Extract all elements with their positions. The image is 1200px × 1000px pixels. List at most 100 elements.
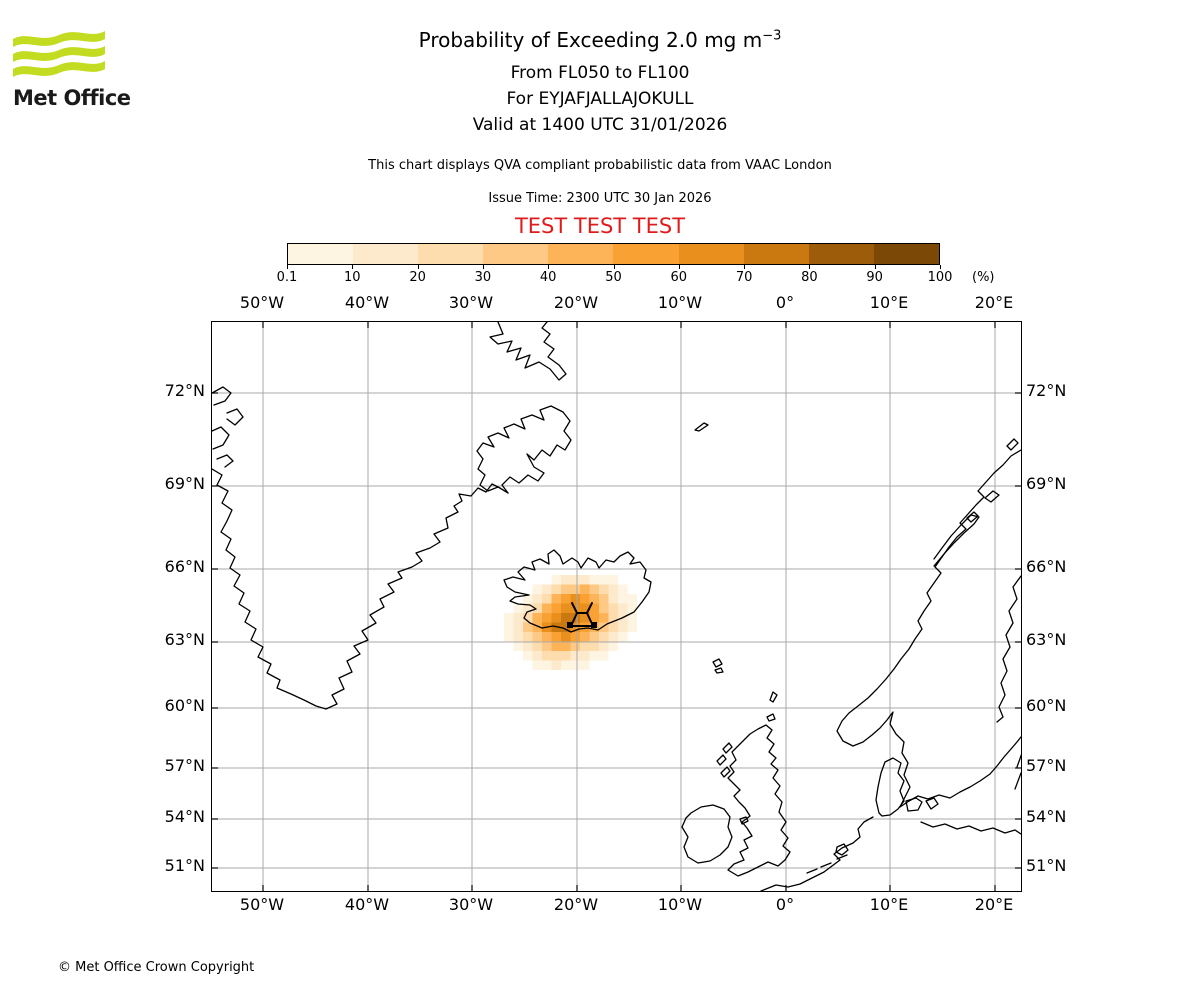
ash-probability-cell (627, 622, 637, 632)
ash-probability-cell (599, 603, 609, 613)
ash-probability-cell (608, 584, 618, 594)
lat-label-left: 60°N (164, 696, 205, 715)
ash-probability-cell (570, 632, 580, 642)
ash-probability-cell (551, 660, 561, 670)
colorbar-tick-label: 40 (539, 270, 557, 285)
ash-probability-cell (513, 613, 523, 623)
coast-jan-mayen (694, 422, 709, 432)
colorbar-swatches (287, 243, 940, 265)
coast-greenland-scoresby-north (489, 322, 567, 381)
map-frame (211, 321, 1022, 892)
ash-probability-cell (589, 641, 599, 651)
ash-probability-cell (589, 575, 599, 585)
ash-probability-cell (570, 660, 580, 670)
lat-label-right: 60°N (1026, 696, 1067, 715)
graticule-layer (212, 322, 1021, 891)
ash-probability-cell (570, 651, 580, 661)
lon-label-bottom: 50°W (239, 895, 285, 914)
colorbar-tick (287, 265, 288, 269)
ash-probability-cell (599, 632, 609, 642)
ash-probability-layer (504, 575, 637, 670)
colorbar-swatch (353, 244, 419, 264)
ash-probability-cell (542, 660, 552, 670)
ash-probability-cell (570, 575, 580, 585)
colorbar-swatch (678, 244, 744, 264)
met-office-logo (13, 25, 105, 82)
ash-probability-cell (504, 632, 514, 642)
ash-probability-cell (580, 613, 590, 623)
logo-wave-icon (13, 39, 105, 54)
colorbar-tick (548, 265, 550, 269)
volcano-marker (567, 602, 597, 628)
coast-denmark (875, 757, 939, 817)
ash-probability-cell (627, 594, 637, 604)
lon-label-top: 40°W (344, 293, 390, 312)
coast-norway (836, 449, 1021, 808)
coast-faroe (712, 658, 724, 674)
ash-probability-cell (561, 584, 571, 594)
logo-wave-icon (13, 69, 105, 82)
colorbar-tick (809, 265, 811, 269)
colorbar-tick (352, 265, 354, 269)
map-canvas (212, 322, 1021, 891)
ash-probability-cell (532, 660, 542, 670)
ash-probability-cell (618, 622, 628, 632)
ash-probability-cell (504, 613, 514, 623)
test-banner: TEST TEST TEST (514, 214, 686, 238)
ash-probability-cell (580, 584, 590, 594)
ash-probability-cell (608, 632, 618, 642)
colorbar-tick-label: 0.1 (276, 270, 298, 285)
lon-label-bottom: 20°W (553, 895, 599, 914)
title-exponent: −3 (762, 28, 782, 44)
logo-wave-icon (13, 54, 105, 69)
colorbar-tick-label: 60 (670, 270, 688, 285)
ash-probability-cell (551, 594, 561, 604)
ash-probability-cell (523, 622, 533, 632)
ash-probability-cell (599, 594, 609, 604)
ash-probability-cell (618, 632, 628, 642)
colorbar-tick (678, 265, 680, 269)
colorbar-swatch (483, 244, 549, 264)
logo-wordmark: Met Office (13, 86, 131, 110)
ash-probability-cell (523, 603, 533, 613)
ash-probability-cell (542, 594, 552, 604)
ash-probability-cell (608, 603, 618, 613)
ash-probability-cell (504, 622, 514, 632)
ash-probability-cell (532, 622, 542, 632)
ash-probability-cell (599, 575, 609, 585)
ash-probability-cell (570, 594, 580, 604)
ash-probability-cell (542, 632, 552, 642)
ash-probability-cell (618, 603, 628, 613)
lon-label-top: 20°W (553, 293, 599, 312)
ash-probability-cell (561, 594, 571, 604)
ash-probability-cell (551, 632, 561, 642)
coast-iceland (503, 549, 652, 633)
ash-probability-cell (551, 613, 561, 623)
ash-probability-cell (589, 651, 599, 661)
ash-probability-cell (599, 641, 609, 651)
colorbar-swatch (288, 244, 354, 264)
ash-probability-cell (561, 632, 571, 642)
coast-continent (760, 816, 874, 891)
ash-probability-cell (513, 622, 523, 632)
ash-probability-cell (580, 641, 590, 651)
coast-ireland (681, 804, 733, 864)
ash-probability-cell (523, 594, 533, 604)
ash-probability-cell (580, 651, 590, 661)
colorbar-tick (744, 265, 746, 269)
colorbar-swatch (548, 244, 614, 264)
ash-probability-cell (532, 641, 542, 651)
ash-probability-cell (561, 660, 571, 670)
colorbar-tick (417, 265, 419, 269)
ash-probability-cell (608, 641, 618, 651)
coast-sweden-baltic (899, 736, 1021, 835)
colorbar-tick-label: 100 (927, 270, 953, 285)
lon-label-top: 50°W (239, 293, 285, 312)
subtitle-volcano: For EYJAFJALLAJOKULL (506, 89, 694, 109)
ash-probability-cell (513, 603, 523, 613)
lon-label-top: 10°E (869, 293, 909, 312)
ash-probability-cell (532, 651, 542, 661)
colorbar-tick-label: 30 (474, 270, 492, 285)
lat-label-right: 66°N (1026, 557, 1067, 576)
lat-label-left: 72°N (164, 381, 205, 400)
